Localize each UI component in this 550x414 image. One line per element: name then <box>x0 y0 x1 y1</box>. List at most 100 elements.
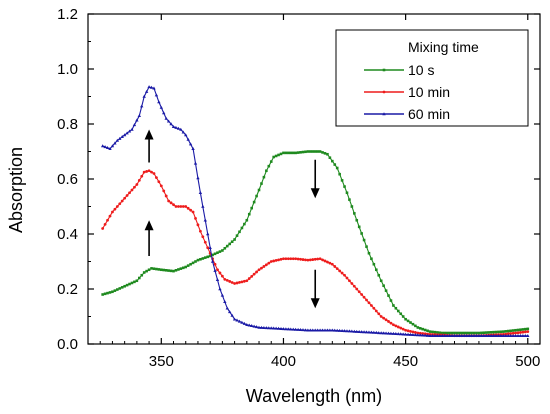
data-point <box>348 198 351 201</box>
data-point <box>235 318 239 322</box>
data-point <box>179 205 183 208</box>
data-point <box>326 260 329 264</box>
data-point <box>162 189 166 193</box>
data-point <box>135 118 139 122</box>
data-point <box>362 238 366 242</box>
data-point <box>240 320 244 324</box>
legend: Mixing time 10 s 10 min 60 min <box>335 29 529 127</box>
data-point <box>206 255 210 259</box>
data-point <box>113 141 117 145</box>
data-point <box>301 150 305 154</box>
legend-entry: 10 s <box>364 62 434 78</box>
data-point <box>174 269 178 272</box>
arrow-head <box>310 298 320 309</box>
data-point <box>445 331 449 335</box>
data-point <box>499 330 503 334</box>
x-tick-label: 350 <box>149 353 174 370</box>
data-point <box>252 200 256 204</box>
data-point <box>240 280 244 284</box>
data-point <box>216 251 219 254</box>
data-point <box>111 210 114 214</box>
data-point <box>421 333 425 337</box>
data-point <box>296 327 300 331</box>
data-point <box>130 281 134 285</box>
data-point <box>201 235 205 239</box>
data-point <box>289 257 293 261</box>
data-point <box>116 288 119 291</box>
data-point <box>394 306 398 310</box>
data-point <box>293 327 298 331</box>
data-point <box>267 164 271 168</box>
data-point <box>103 145 107 149</box>
data-point <box>396 309 400 313</box>
data-point <box>174 205 178 208</box>
data-point <box>416 326 420 329</box>
arrow-up-icon <box>144 129 154 163</box>
data-point <box>103 222 107 226</box>
data-point <box>508 333 513 337</box>
data-point <box>208 245 212 249</box>
y-tick-label: 0.8 <box>57 116 78 133</box>
data-point <box>447 333 452 337</box>
data-point <box>122 133 127 137</box>
annotation-arrows <box>144 129 320 309</box>
data-point <box>340 271 344 275</box>
data-point <box>409 321 412 324</box>
data-point <box>272 259 276 263</box>
data-point <box>257 188 261 192</box>
data-point <box>343 185 346 188</box>
data-point <box>172 203 175 207</box>
data-point <box>179 267 183 270</box>
data-point <box>137 178 141 182</box>
data-point <box>477 333 481 337</box>
data-point <box>147 268 151 272</box>
data-point <box>262 265 266 268</box>
data-point <box>452 333 457 337</box>
data-point <box>128 191 131 195</box>
legend-swatch-marker <box>382 90 386 94</box>
data-point <box>421 327 425 331</box>
data-point <box>127 129 132 133</box>
data-point <box>357 225 361 229</box>
data-point <box>135 183 139 186</box>
data-point <box>213 262 217 266</box>
data-point <box>418 327 422 330</box>
data-point <box>428 330 432 333</box>
data-point <box>409 329 412 333</box>
data-point <box>172 269 175 273</box>
data-point <box>499 333 503 337</box>
data-point <box>198 229 202 233</box>
data-point <box>316 150 319 153</box>
data-point <box>118 287 122 290</box>
data-point <box>130 127 134 131</box>
data-point <box>460 331 464 335</box>
data-point <box>338 172 341 176</box>
data-point <box>435 333 440 337</box>
data-point <box>284 327 288 331</box>
data-point <box>340 179 344 182</box>
data-point <box>218 250 222 253</box>
x-tick-label: 450 <box>393 353 418 370</box>
data-point <box>511 331 515 335</box>
series-10-s <box>101 150 530 335</box>
data-point <box>186 206 190 210</box>
data-point <box>318 257 322 261</box>
data-point <box>306 150 310 153</box>
data-point <box>164 194 168 198</box>
data-point <box>255 270 258 274</box>
data-point <box>491 333 496 337</box>
data-point <box>287 151 290 155</box>
data-point <box>362 330 366 334</box>
data-point <box>218 287 222 291</box>
data-point <box>145 170 149 173</box>
data-point <box>254 325 259 329</box>
data-point <box>115 205 119 208</box>
data-point <box>406 332 410 336</box>
data-point <box>318 328 322 332</box>
data-point <box>220 274 224 278</box>
data-point <box>140 273 144 277</box>
data-point <box>408 332 413 336</box>
data-point <box>389 321 393 325</box>
data-point <box>379 315 383 318</box>
data-point <box>242 321 247 325</box>
